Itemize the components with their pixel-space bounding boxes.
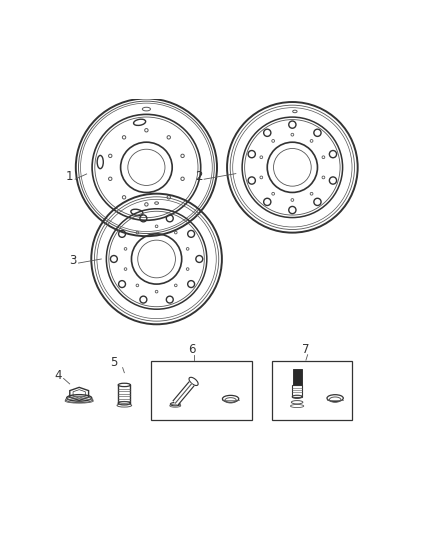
Bar [152,361,251,420]
Text: 5: 5 [110,356,118,369]
Text: 1: 1 [66,170,74,183]
Bar [272,361,352,420]
Bar [293,369,301,385]
Text: 6: 6 [188,343,196,357]
Bar [292,385,302,397]
Text: 7: 7 [302,343,310,357]
Text: 3: 3 [70,254,77,267]
Text: 4: 4 [55,369,62,383]
Text: 2: 2 [195,170,202,183]
